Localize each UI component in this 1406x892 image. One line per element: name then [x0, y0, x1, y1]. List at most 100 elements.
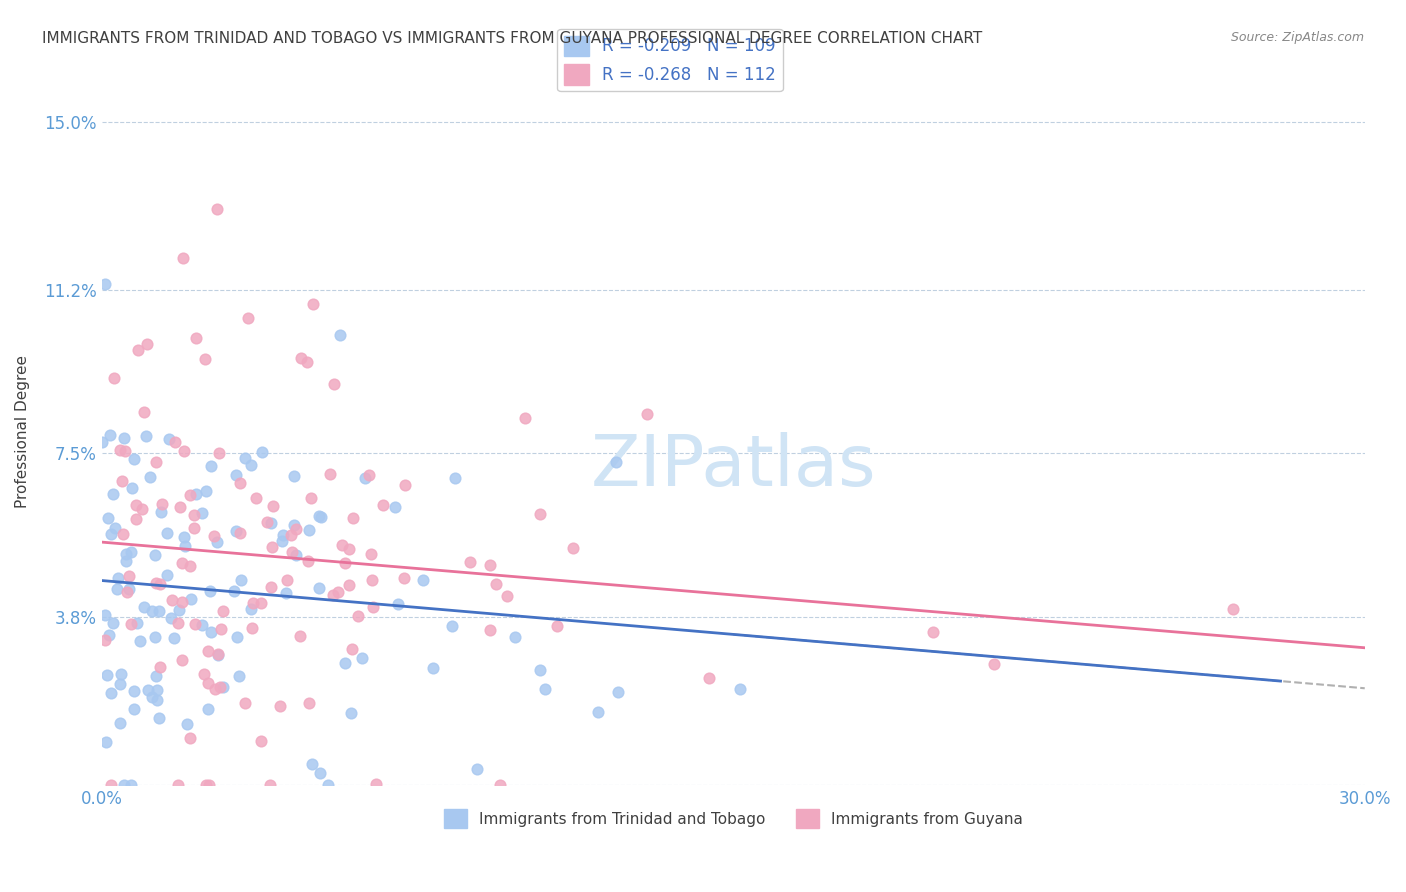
Point — [127, 343, 149, 358]
Point — [479, 558, 502, 572]
Point — [120, 544, 142, 558]
Point — [120, 617, 142, 632]
Point — [697, 672, 720, 686]
Point — [503, 630, 526, 644]
Point — [94, 633, 117, 648]
Point — [204, 681, 226, 696]
Point — [93, 607, 115, 622]
Point — [207, 202, 229, 217]
Point — [120, 778, 142, 792]
Point — [316, 778, 339, 792]
Point — [342, 511, 364, 525]
Point — [250, 733, 273, 747]
Point — [271, 533, 294, 548]
Point — [359, 468, 381, 483]
Point — [136, 682, 159, 697]
Point — [96, 668, 118, 682]
Point — [298, 696, 321, 710]
Point — [115, 554, 138, 568]
Point — [207, 648, 229, 662]
Point — [326, 585, 349, 599]
Point — [183, 617, 205, 632]
Point — [136, 337, 159, 351]
Point — [202, 529, 225, 543]
Point — [110, 677, 132, 691]
Point — [496, 589, 519, 603]
Point — [983, 657, 1005, 671]
Point — [132, 599, 155, 614]
Point — [195, 484, 218, 499]
Point — [96, 735, 118, 749]
Text: Source: ZipAtlas.com: Source: ZipAtlas.com — [1230, 31, 1364, 45]
Point — [333, 556, 356, 570]
Point — [329, 328, 352, 343]
Point — [323, 376, 346, 391]
Point — [225, 524, 247, 539]
Point — [125, 615, 148, 630]
Point — [284, 548, 307, 562]
Point — [392, 571, 415, 585]
Point — [330, 538, 353, 552]
Point — [163, 434, 186, 449]
Text: IMMIGRANTS FROM TRINIDAD AND TOBAGO VS IMMIGRANTS FROM GUYANA PROFESSIONAL DEGRE: IMMIGRANTS FROM TRINIDAD AND TOBAGO VS I… — [42, 31, 983, 46]
Point — [148, 711, 170, 725]
Point — [387, 597, 409, 611]
Point — [209, 622, 232, 636]
Point — [361, 599, 384, 614]
Point — [260, 541, 283, 555]
Point — [91, 435, 114, 450]
Point — [250, 596, 273, 610]
Point — [135, 429, 157, 443]
Point — [212, 604, 235, 618]
Point — [373, 498, 395, 512]
Point — [515, 411, 537, 425]
Point — [101, 487, 124, 501]
Point — [250, 445, 273, 459]
Point — [118, 582, 141, 596]
Point — [238, 310, 260, 325]
Point — [207, 446, 229, 460]
Point — [271, 527, 294, 541]
Point — [239, 601, 262, 615]
Point — [172, 252, 194, 266]
Point — [173, 530, 195, 544]
Point — [233, 696, 256, 710]
Point — [283, 468, 305, 483]
Point — [333, 657, 356, 671]
Point — [107, 571, 129, 585]
Point — [132, 405, 155, 419]
Point — [350, 651, 373, 665]
Point — [176, 717, 198, 731]
Point — [340, 642, 363, 657]
Point — [283, 518, 305, 533]
Point — [366, 777, 388, 791]
Point — [561, 541, 583, 556]
Point — [225, 467, 247, 482]
Point — [465, 762, 488, 776]
Point — [228, 669, 250, 683]
Point — [180, 592, 202, 607]
Point — [162, 592, 184, 607]
Point — [112, 778, 135, 792]
Point — [205, 535, 228, 549]
Point — [172, 595, 194, 609]
Point — [166, 778, 188, 792]
Point — [191, 506, 214, 520]
Y-axis label: Professional Degree: Professional Degree — [15, 355, 30, 508]
Point — [339, 542, 361, 557]
Point — [529, 663, 551, 677]
Point — [94, 277, 117, 292]
Point — [485, 577, 508, 591]
Point — [302, 297, 325, 311]
Point — [318, 467, 340, 482]
Point — [179, 487, 201, 501]
Point — [534, 682, 557, 697]
Point — [122, 684, 145, 698]
Point — [412, 573, 434, 587]
Point — [297, 355, 319, 369]
Point — [170, 652, 193, 666]
Point — [179, 558, 201, 573]
Point — [200, 459, 222, 474]
Point — [146, 692, 169, 706]
Point — [298, 524, 321, 538]
